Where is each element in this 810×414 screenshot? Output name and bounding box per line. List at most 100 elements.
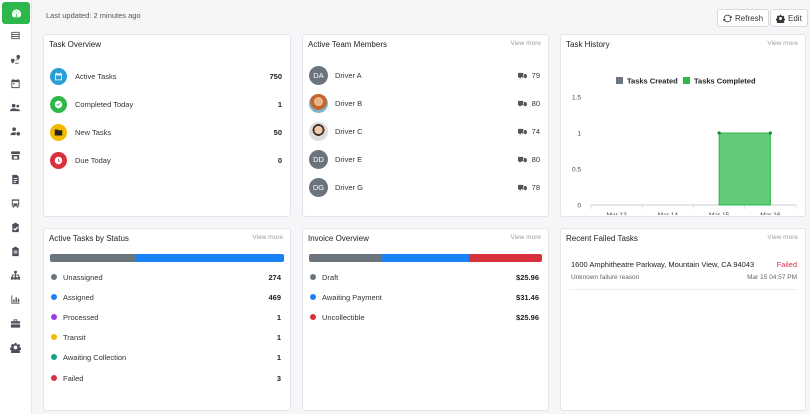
truck-icon — [517, 184, 527, 190]
invoice-card: Invoice Overview View more Draft $25.96 A… — [302, 228, 549, 411]
status-row[interactable]: Unassigned 274 — [51, 270, 281, 284]
map-route-icon — [10, 54, 20, 64]
overview-row-completed[interactable]: Completed Today 1 — [50, 94, 282, 114]
edit-button[interactable]: Edit — [770, 9, 808, 27]
sidebar — [0, 0, 32, 414]
truck-icon — [517, 156, 527, 162]
status-dot — [51, 375, 57, 381]
task-count-value: 78 — [531, 182, 540, 192]
status-row[interactable]: Transit 1 — [51, 330, 281, 344]
failed-task-item[interactable]: 1600 Amphitheatre Parkway, Mountain View… — [571, 260, 797, 284]
invoice-row[interactable]: Uncollectible $25.96 — [310, 310, 539, 324]
task-count: 78 — [517, 182, 540, 192]
task-history-chart: Tasks Created Tasks Completed 0 0.5 1 1.5 Mar … — [572, 77, 797, 215]
sidebar-item-users[interactable] — [6, 100, 24, 114]
sidebar-item-checklist[interactable] — [6, 220, 24, 234]
view-more-link[interactable]: View more — [510, 234, 541, 241]
overview-value: 1 — [277, 99, 282, 109]
invoice-dot — [310, 274, 316, 280]
avatar: DD — [309, 149, 328, 169]
legend-swatch — [616, 77, 623, 84]
sidebar-item-routes[interactable] — [6, 52, 24, 66]
invoice-dot — [310, 294, 316, 300]
status-label: Unassigned — [63, 272, 103, 282]
overview-value: 750 — [269, 71, 282, 81]
card-title: Active Tasks by Status — [49, 234, 129, 243]
data-point — [717, 131, 721, 135]
failed-task-reason: Unknown failure reason — [571, 274, 640, 281]
hierarchy-icon — [10, 270, 20, 280]
overview-label: Active Tasks — [75, 71, 117, 81]
dashboard-icon — [11, 8, 21, 17]
team-member-row[interactable]: Driver B 80 — [309, 93, 540, 113]
bar-segment — [469, 254, 542, 262]
status-dot — [51, 274, 57, 280]
team-member-row[interactable]: DD Driver E 80 — [309, 149, 540, 169]
status-row[interactable]: Assigned 469 — [51, 290, 281, 304]
task-count-value: 74 — [531, 126, 540, 136]
list-icon — [10, 31, 20, 39]
check-icon — [50, 95, 67, 113]
task-count-value: 79 — [531, 70, 540, 80]
bar-segment — [50, 254, 136, 262]
sidebar-item-list[interactable] — [6, 28, 24, 42]
status-row[interactable]: Processed 1 — [51, 310, 281, 324]
team-member-row[interactable]: DA Driver A 79 — [309, 65, 540, 85]
sidebar-item-user-settings[interactable] — [6, 124, 24, 138]
sidebar-item-vehicles[interactable] — [6, 196, 24, 210]
gear-icon — [9, 342, 21, 353]
sidebar-item-documents[interactable] — [6, 172, 24, 186]
overview-row-active[interactable]: Active Tasks 750 — [50, 66, 282, 86]
status-row[interactable]: Awaiting Collection 1 — [51, 350, 281, 364]
invoice-value: $25.96 — [516, 312, 539, 322]
bar-segment — [135, 254, 284, 262]
sidebar-item-settings[interactable] — [6, 340, 24, 354]
card-title: Task Overview — [49, 40, 102, 49]
sidebar-item-dashboard[interactable] — [2, 2, 30, 24]
sidebar-item-clipboard[interactable] — [6, 244, 24, 258]
x-tick-label: Mar 15 — [709, 212, 730, 215]
status-value: 1 — [276, 312, 281, 322]
y-tick-label: 1 — [577, 131, 581, 138]
sidebar-item-reports[interactable] — [6, 292, 24, 306]
sidebar-item-store[interactable] — [6, 148, 24, 162]
status-value: 469 — [268, 292, 281, 302]
truck-icon — [517, 72, 527, 78]
overview-row-due[interactable]: Due Today 0 — [50, 150, 282, 170]
y-tick-label: 0 — [577, 203, 581, 210]
invoice-row[interactable]: Draft $25.96 — [310, 270, 539, 284]
view-more-link[interactable]: View more — [767, 40, 798, 47]
status-label: Assigned — [63, 292, 94, 302]
failed-status-badge: Failed — [776, 260, 797, 269]
refresh-button[interactable]: Refresh — [717, 9, 770, 27]
task-count-value: 80 — [531, 98, 540, 108]
status-dot — [51, 354, 57, 360]
sidebar-item-tools[interactable] — [6, 316, 24, 330]
status-label: Transit — [63, 332, 86, 342]
invoice-label: Awaiting Payment — [322, 292, 382, 302]
member-name: Driver A — [335, 70, 362, 80]
y-tick-label: 0.5 — [572, 167, 581, 174]
team-member-row[interactable]: Driver C 74 — [309, 121, 540, 141]
team-member-row[interactable]: DG Driver G 78 — [309, 177, 540, 197]
invoice-value: $31.46 — [516, 292, 539, 302]
calendar-icon — [10, 78, 20, 88]
status-dot — [51, 314, 57, 320]
view-more-link[interactable]: View more — [767, 234, 798, 241]
view-more-link[interactable]: View more — [252, 234, 283, 241]
sidebar-item-calendar[interactable] — [6, 76, 24, 90]
card-title: Task History — [566, 40, 610, 49]
status-progress-bar — [50, 254, 284, 262]
status-value: 274 — [268, 272, 281, 282]
avatar — [309, 121, 328, 141]
status-row[interactable]: Failed 3 — [51, 371, 281, 385]
invoice-row[interactable]: Awaiting Payment $31.46 — [310, 290, 539, 304]
team-members-card: Active Team Members View more DA Driver … — [302, 34, 549, 217]
member-name: Driver G — [335, 182, 363, 192]
series-area-completed — [718, 132, 771, 206]
view-more-link[interactable]: View more — [510, 40, 541, 47]
member-name: Driver B — [335, 98, 363, 108]
failed-task-timestamp: Mar 15 04:57 PM — [747, 274, 797, 281]
overview-row-new[interactable]: New Tasks 50 — [50, 122, 282, 142]
sidebar-item-hierarchy[interactable] — [6, 268, 24, 282]
